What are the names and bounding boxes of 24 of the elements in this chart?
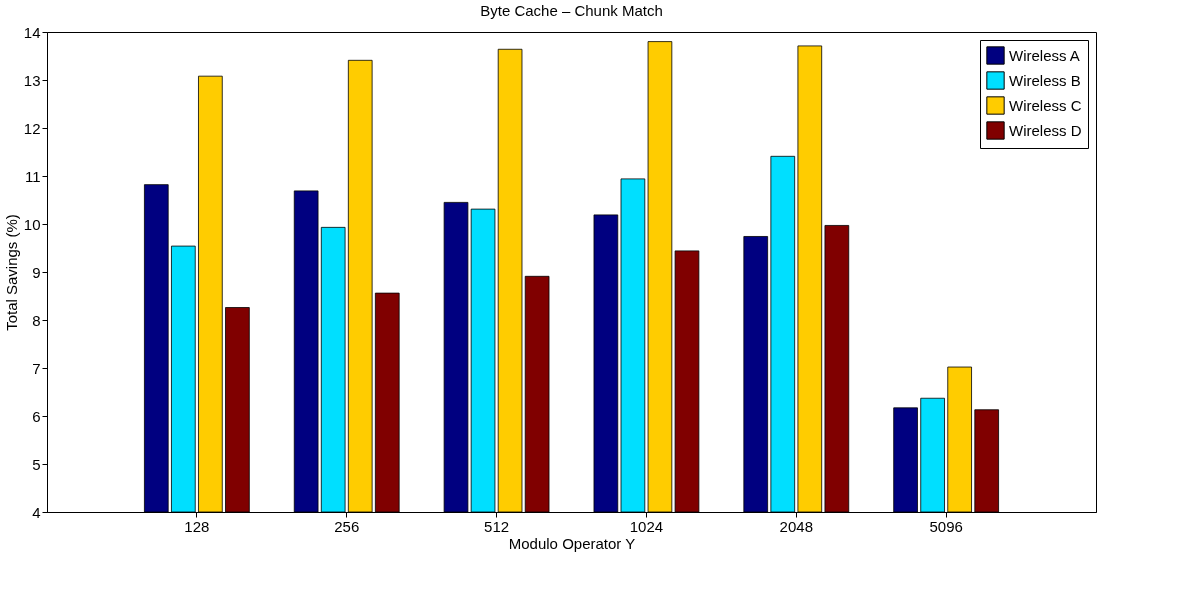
legend-label: Wireless A [1009,46,1080,64]
y-tick-label: 14 [23,23,41,41]
y-tick-label: 12 [23,119,41,137]
y-tick-label: 13 [23,71,41,89]
x-tick-label: 512 [484,517,510,535]
y-axis-title: Total Savings (%) [2,214,20,331]
y-tick-label: 10 [23,215,41,233]
y-tick-label: 6 [32,407,41,425]
y-tick-label: 8 [32,311,41,329]
x-tick-label: 5096 [929,517,963,535]
x-tick-label: 256 [334,517,360,535]
y-tick-label: 4 [32,503,41,521]
x-tick-label: 2048 [779,517,813,535]
legend-label: Wireless D [1009,121,1082,139]
x-axis-title: Modulo Operator Y [508,534,636,552]
chart-title: Byte Cache – Chunk Match [480,2,663,19]
y-tick-label: 9 [32,263,41,281]
y-tick-label: 11 [24,167,41,185]
y-tick-label: 7 [32,359,41,377]
x-tick-label: 128 [184,517,210,535]
legend-label: Wireless B [1009,71,1081,89]
y-tick-label: 5 [32,455,41,473]
x-tick-label: 1024 [629,517,664,535]
legend-label: Wireless C [1009,96,1082,114]
